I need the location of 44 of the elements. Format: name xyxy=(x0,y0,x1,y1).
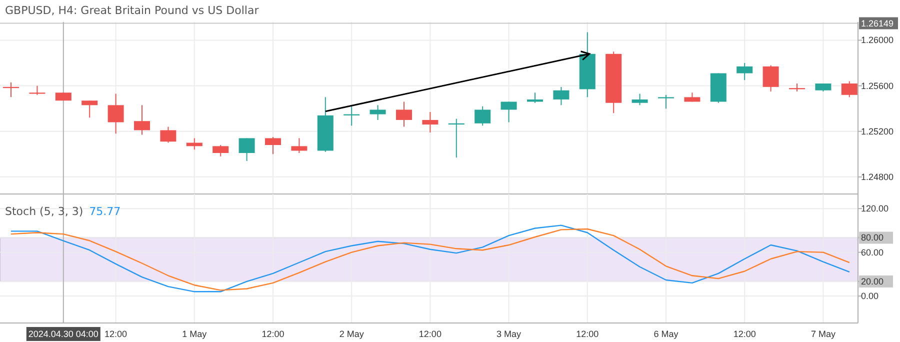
candlestick xyxy=(186,138,202,150)
candlestick xyxy=(160,126,176,144)
candlestick xyxy=(474,106,491,126)
candlestick xyxy=(82,100,98,118)
y-tick-label: 1.25200 xyxy=(861,126,894,136)
candlestick xyxy=(265,136,281,155)
y-tick-label: 1.26000 xyxy=(861,35,894,46)
y-tick-label: 60.00 xyxy=(861,247,884,258)
candlestick xyxy=(291,138,308,154)
x-tick-label: 2024.04.30 04:00 xyxy=(28,329,98,339)
chart-title: GBPUSD, H4: Great Britain Pound vs US Dollar xyxy=(5,4,260,17)
x-tick-label: 3 May xyxy=(496,329,522,339)
candlestick xyxy=(212,144,229,157)
candlestick xyxy=(134,104,150,136)
x-tick-label: 7 May xyxy=(810,329,836,339)
x-tick-label: 1 May xyxy=(182,329,208,339)
candlestick xyxy=(422,111,438,133)
y-tick-label: 80.00 xyxy=(861,232,884,243)
x-tick-label: 12:00 xyxy=(733,329,756,339)
candlestick xyxy=(553,86,570,106)
candlestick xyxy=(29,85,46,96)
candlestick xyxy=(370,104,386,120)
x-tick-label: 12:00 xyxy=(576,329,599,339)
x-tick-label: 12:00 xyxy=(418,329,442,339)
candlestick xyxy=(658,94,674,110)
y-tick-label: 120.00 xyxy=(861,204,889,214)
annotation: 75.77 xyxy=(89,205,121,218)
x-tick-label: 12:00 xyxy=(104,329,128,339)
candlestick xyxy=(762,64,779,92)
candlestick xyxy=(632,93,648,106)
candlestick xyxy=(238,138,255,162)
x-tick-label: 2 May xyxy=(339,329,364,339)
text: Stoch (5, 3, 3) xyxy=(5,205,84,218)
ref-line-label: 1.26149 xyxy=(861,18,894,28)
candlestick xyxy=(736,62,753,81)
y-tick-label: 1.24800 xyxy=(861,172,894,182)
candlestick xyxy=(108,93,124,134)
y-tick-label: 20.00 xyxy=(861,276,884,286)
y-tick-label: 0.00 xyxy=(861,291,879,302)
x-tick-label: 12:00 xyxy=(262,329,284,339)
candlestick xyxy=(396,101,412,128)
y-tick-label: 1.25600 xyxy=(861,80,894,91)
x-tick-label: 6 May xyxy=(654,329,679,339)
candlestick xyxy=(500,101,517,123)
